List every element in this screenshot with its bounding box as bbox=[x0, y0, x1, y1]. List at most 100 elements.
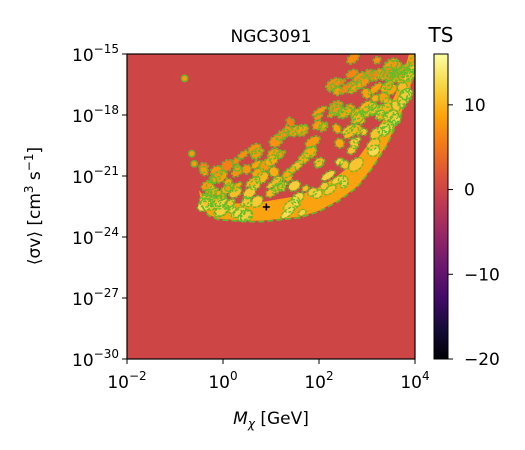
ts-contour-ring bbox=[334, 157, 345, 167]
ts-contour-ring bbox=[334, 137, 346, 149]
ts-contour-ring bbox=[355, 74, 371, 89]
ts-contour-ring bbox=[230, 181, 243, 193]
ts-contour-ring bbox=[296, 152, 311, 165]
ts-excess-blob bbox=[367, 139, 380, 150]
ts-contour-ring bbox=[345, 68, 359, 80]
colorbar bbox=[433, 53, 449, 360]
ts-excess-band bbox=[199, 54, 415, 221]
ts-excess-blob bbox=[351, 113, 363, 124]
colorbar-title: TS bbox=[428, 23, 454, 47]
ts-contour-ring bbox=[273, 147, 284, 160]
ts-contour-ring bbox=[330, 175, 345, 186]
ts-contour-ring bbox=[272, 180, 286, 192]
ts-contour-ring bbox=[199, 194, 217, 208]
ts-excess-blob bbox=[251, 196, 263, 207]
ts-contour-ring bbox=[227, 205, 237, 215]
ts-excess-blob bbox=[373, 57, 381, 64]
ts-contour-ring bbox=[280, 206, 296, 220]
ts-excess-blob bbox=[214, 205, 229, 217]
ts-contour-ring bbox=[382, 79, 395, 91]
ts-contour-ring bbox=[190, 159, 199, 168]
ts-excess-blob bbox=[342, 124, 355, 134]
ts-contour-ring bbox=[187, 149, 196, 158]
ts-contour-ring bbox=[339, 158, 350, 171]
ts-contour-outer bbox=[200, 67, 415, 223]
ts-contour-ring bbox=[211, 169, 228, 185]
ts-contour-ring bbox=[319, 181, 330, 191]
ts-contour-ring bbox=[337, 174, 349, 187]
ts-contour-ring bbox=[331, 123, 342, 135]
ts-contour-ring bbox=[385, 71, 398, 82]
ts-contour-ring bbox=[255, 170, 270, 185]
ts-excess-blob bbox=[302, 185, 309, 192]
ts-excess-blob bbox=[333, 124, 341, 133]
ts-contour-ring bbox=[326, 83, 337, 93]
ts-excess-island bbox=[189, 151, 195, 157]
ts-contour-ring bbox=[276, 180, 288, 191]
ts-excess-blob bbox=[248, 144, 261, 154]
ts-excess-blob bbox=[238, 150, 249, 159]
ts-excess-blob bbox=[232, 210, 241, 218]
ts-excess-blob bbox=[313, 121, 322, 130]
x-axis-label: Mχ [GeV] bbox=[233, 409, 309, 431]
ts-contour-ring bbox=[285, 116, 296, 128]
ts-excess-blob bbox=[349, 158, 363, 171]
ts-contour-ring bbox=[408, 62, 415, 73]
ts-contour-ring bbox=[223, 184, 232, 193]
x-tick-label: 10−2 bbox=[107, 369, 146, 393]
ts-contour-ring bbox=[250, 147, 265, 159]
ts-contour-ring bbox=[386, 109, 400, 122]
y-tick-label: 10−27 bbox=[72, 286, 119, 310]
ts-excess-blob bbox=[286, 118, 295, 127]
ts-excess-island bbox=[191, 161, 197, 167]
ts-contour-ring bbox=[323, 184, 337, 196]
ts-contour-ring bbox=[370, 93, 381, 103]
colorbar-tick-label: −20 bbox=[464, 350, 500, 370]
y-tick-label: 10−30 bbox=[72, 347, 119, 371]
ts-contour-ring bbox=[291, 191, 305, 204]
ts-contour-ring bbox=[339, 180, 349, 189]
ts-contour-ring bbox=[311, 105, 328, 118]
ts-contour-ring bbox=[264, 154, 280, 167]
ts-excess-blob bbox=[339, 83, 352, 94]
ts-excess-blob bbox=[232, 158, 240, 165]
ts-contour-ring bbox=[232, 206, 247, 219]
ts-excess-blob bbox=[344, 127, 358, 138]
ts-contour-ring bbox=[396, 63, 410, 75]
best-fit-marker bbox=[262, 203, 270, 211]
ts-excess-blob bbox=[409, 56, 415, 66]
ts-contour-ring bbox=[372, 55, 382, 65]
ts-contour-ring bbox=[382, 59, 399, 74]
ts-excess-island bbox=[182, 75, 188, 81]
ts-excess-blob bbox=[312, 106, 327, 116]
ts-contour-ring bbox=[374, 109, 386, 121]
ts-contour-ring bbox=[301, 184, 310, 193]
ts-contour-ring bbox=[268, 134, 284, 149]
ts-contour-ring bbox=[297, 208, 307, 217]
ts-excess-blob bbox=[243, 187, 256, 199]
ts-contour-ring bbox=[331, 103, 345, 117]
colorbar-ticks: 10 0 −10 −20 bbox=[448, 96, 500, 370]
ts-contour-ring bbox=[251, 167, 265, 178]
ts-excess-blob bbox=[360, 128, 367, 135]
ts-contour-ring bbox=[367, 144, 381, 158]
ts-contour-ring bbox=[283, 124, 295, 137]
ts-contour-ring bbox=[307, 186, 318, 197]
colorbar-tick-label: 10 bbox=[464, 96, 486, 116]
ts-contour-ring bbox=[230, 208, 243, 219]
ts-contour-ring bbox=[342, 126, 360, 140]
ts-contour-ring bbox=[250, 149, 263, 161]
ts-contour-ring bbox=[396, 81, 408, 93]
plot-area bbox=[127, 54, 415, 359]
ts-contour-ring bbox=[350, 111, 365, 125]
ts-contour-ring bbox=[377, 91, 391, 104]
ts-excess-blob bbox=[281, 207, 294, 218]
ts-contour-ring bbox=[239, 208, 254, 223]
ts-excess-blob bbox=[371, 95, 379, 102]
ts-contour-ring bbox=[233, 164, 242, 172]
ts-excess-blob bbox=[200, 167, 208, 176]
ts-contour-ring bbox=[264, 187, 277, 199]
y-tick-label: 10−21 bbox=[72, 164, 119, 188]
ts-contour-ring bbox=[347, 156, 364, 173]
